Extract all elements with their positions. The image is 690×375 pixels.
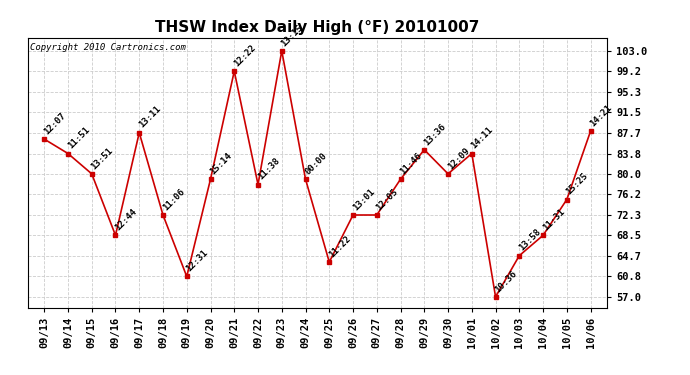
- Text: 12:44: 12:44: [113, 207, 139, 232]
- Text: 00:00: 00:00: [304, 151, 328, 176]
- Text: 11:46: 11:46: [398, 151, 424, 176]
- Text: Copyright 2010 Cartronics.com: Copyright 2010 Cartronics.com: [30, 43, 186, 52]
- Title: THSW Index Daily High (°F) 20101007: THSW Index Daily High (°F) 20101007: [155, 20, 480, 35]
- Text: 14:21: 14:21: [589, 103, 613, 128]
- Text: 12:22: 12:22: [232, 43, 257, 68]
- Text: 12:07: 12:07: [42, 111, 68, 136]
- Text: 11:31: 11:31: [541, 207, 566, 232]
- Text: 15:14: 15:14: [208, 151, 234, 176]
- Text: 13:01: 13:01: [351, 187, 376, 212]
- Text: 12:05: 12:05: [375, 187, 400, 212]
- Text: 10:36: 10:36: [493, 268, 519, 294]
- Text: 13:15: 13:15: [279, 23, 305, 48]
- Text: 12:09: 12:09: [446, 146, 471, 171]
- Text: 11:51: 11:51: [66, 125, 91, 151]
- Text: 11:22: 11:22: [327, 234, 353, 259]
- Text: 13:11: 13:11: [137, 105, 162, 130]
- Text: 14:11: 14:11: [470, 125, 495, 151]
- Text: 13:36: 13:36: [422, 122, 447, 147]
- Text: 15:25: 15:25: [564, 171, 590, 197]
- Text: 13:58: 13:58: [517, 228, 542, 253]
- Text: 12:31: 12:31: [184, 248, 210, 274]
- Text: 11:06: 11:06: [161, 187, 186, 212]
- Text: 13:51: 13:51: [90, 146, 115, 171]
- Text: 11:38: 11:38: [256, 156, 282, 182]
